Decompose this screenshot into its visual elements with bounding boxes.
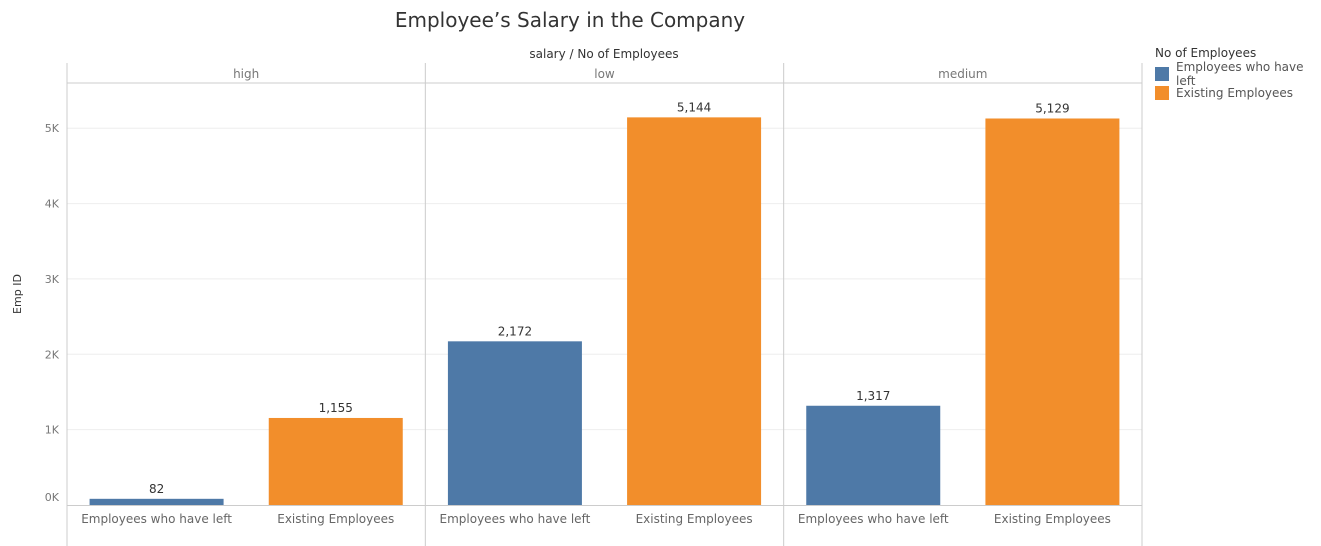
bar-high-existing [268,417,403,505]
y-tick-label-2: 2K [45,348,60,361]
panel-header-low: low [594,67,615,81]
y-axis-title: Emp ID [11,274,24,314]
data-label-medium-existing: 5,129 [1035,101,1069,115]
x-tick-label-medium-existing: Existing Employees [994,512,1111,526]
x-tick-label-low-existing: Existing Employees [636,512,753,526]
y-tick-label-3: 3K [45,273,60,286]
bar-high-left [89,498,224,505]
x-tick-label-low-left: Employees who have left [440,512,591,526]
legend-swatch-existing [1155,85,1169,100]
chart-title: Employee’s Salary in the Company [394,8,746,32]
legend-title: No of Employees [1155,46,1257,60]
data-label-high-existing: 1,155 [319,401,353,415]
bar-medium-existing [985,118,1120,505]
bar-medium-left [806,405,941,505]
data-label-low-existing: 5,144 [677,100,711,114]
legend-item-left[interactable]: Employees who have left [1155,60,1321,88]
x-tick-label-high-existing: Existing Employees [277,512,394,526]
y-tick-label-1: 1K [45,424,60,437]
column-header: salary / No of Employees [529,47,678,61]
y-tick-label-0: 0K [45,491,60,504]
x-tick-label-high-left: Employees who have left [81,512,232,526]
panel-header-medium: medium [938,67,987,81]
data-label-medium-left: 1,317 [856,389,890,403]
bar-low-existing [627,117,762,505]
legend-label-left: Employees who have left [1176,59,1304,88]
legend-label-existing: Existing Employees [1176,85,1294,100]
legend-swatch-left [1155,66,1169,81]
x-tick-label-medium-left: Employees who have left [798,512,949,526]
legend-item-existing[interactable]: Existing Employees [1155,83,1321,102]
data-label-high-left: 82 [149,482,164,496]
y-tick-label-5: 5K [45,122,60,135]
y-tick-label-4: 4K [45,198,60,211]
data-label-low-left: 2,172 [498,324,532,338]
panel-header-high: high [233,67,259,81]
legend: No of Employees Employees who have left … [1155,46,1321,102]
bar-low-left [447,341,582,505]
